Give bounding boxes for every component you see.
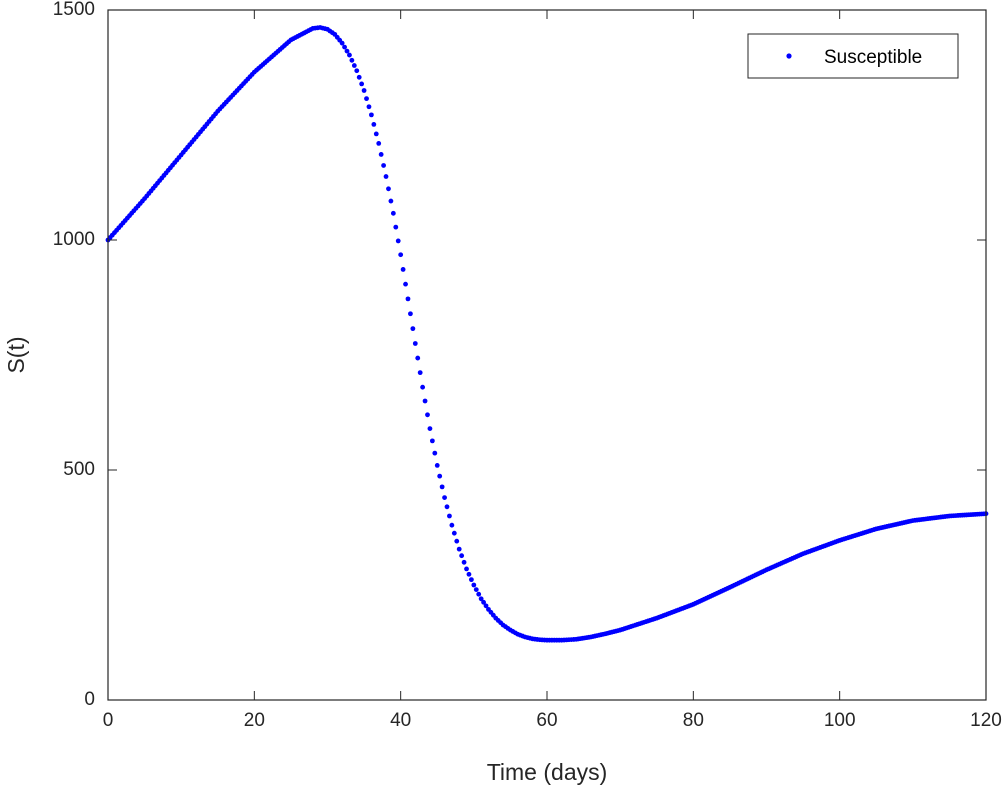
- data-point: [478, 596, 484, 602]
- data-point: [383, 174, 389, 179]
- data-point: [439, 484, 445, 490]
- data-point: [398, 252, 404, 258]
- data-point: [429, 438, 435, 444]
- data-point: [381, 163, 386, 168]
- legend-box: [747, 33, 959, 79]
- data-point: [427, 426, 433, 431]
- data-point: [371, 121, 377, 127]
- data-point: [415, 355, 421, 361]
- data-point: [417, 370, 423, 376]
- x-tick-label: 20: [244, 710, 265, 731]
- x-tick-label: 80: [683, 710, 704, 731]
- data-point: [395, 238, 401, 244]
- data-point: [481, 599, 486, 605]
- data-point: [356, 74, 362, 80]
- data-point: [444, 504, 450, 510]
- data-point: [405, 296, 411, 302]
- data-point: [378, 152, 384, 157]
- data-point: [412, 341, 418, 346]
- x-tick-label: 60: [536, 710, 557, 731]
- data-point: [483, 603, 489, 609]
- x-tick-label: 40: [390, 710, 411, 731]
- data-point: [364, 96, 369, 102]
- y-tick-label: 500: [63, 459, 95, 480]
- x-tick-label: 100: [824, 710, 856, 731]
- data-point: [342, 44, 347, 50]
- x-axis-label: Time (days): [487, 759, 608, 785]
- y-axis-label: S(t): [3, 336, 29, 373]
- data-point: [422, 398, 428, 404]
- y-tick-label: 1500: [53, 0, 95, 20]
- legend-label: Susceptible: [824, 47, 922, 68]
- data-point: [456, 546, 462, 552]
- data-point: [354, 68, 360, 74]
- data-point: [388, 198, 394, 204]
- data-point: [466, 571, 472, 577]
- data-point: [476, 591, 482, 597]
- data-point: [349, 57, 355, 63]
- data-point: [393, 224, 399, 230]
- data-point: [344, 48, 350, 54]
- data-point: [454, 538, 460, 544]
- data-point: [376, 141, 382, 146]
- data-point: [449, 522, 455, 528]
- data-point: [432, 450, 438, 456]
- x-tick-label: 0: [103, 710, 114, 731]
- data-point: [369, 112, 374, 118]
- data-point: [420, 384, 426, 390]
- data-point: [447, 513, 452, 519]
- data-point: [459, 553, 465, 559]
- y-tick-label: 0: [84, 689, 95, 710]
- series-markers: [105, 25, 989, 643]
- data-point: [373, 131, 379, 137]
- data-point: [351, 63, 357, 68]
- data-point: [361, 88, 367, 93]
- data-point: [347, 52, 352, 58]
- plot-area: [108, 10, 986, 700]
- legend-marker: [786, 53, 792, 59]
- data-point: [471, 582, 477, 588]
- data-point: [464, 566, 469, 572]
- data-point: [410, 326, 416, 332]
- data-point: [408, 311, 413, 317]
- y-tick-label: 1000: [53, 229, 95, 250]
- axis-ticks: [107, 9, 987, 701]
- data-point: [442, 495, 447, 500]
- data-point: [425, 412, 430, 418]
- data-point: [366, 104, 372, 110]
- data-point: [386, 186, 391, 192]
- tick-labels: 0 20 40 60 80 100 120 0 500 1000 1500: [53, 0, 1002, 731]
- data-point: [461, 559, 467, 565]
- data-point: [451, 530, 457, 536]
- data-point: [437, 473, 443, 479]
- legend: Susceptible: [747, 33, 959, 79]
- data-point: [400, 267, 406, 272]
- data-point: [468, 577, 474, 583]
- data-point: [339, 40, 345, 46]
- x-tick-label: 120: [970, 710, 1002, 731]
- data-point: [359, 81, 365, 87]
- data-point: [473, 587, 479, 592]
- data-point: [403, 281, 408, 287]
- data-point: [390, 210, 396, 216]
- data-point: [434, 463, 440, 468]
